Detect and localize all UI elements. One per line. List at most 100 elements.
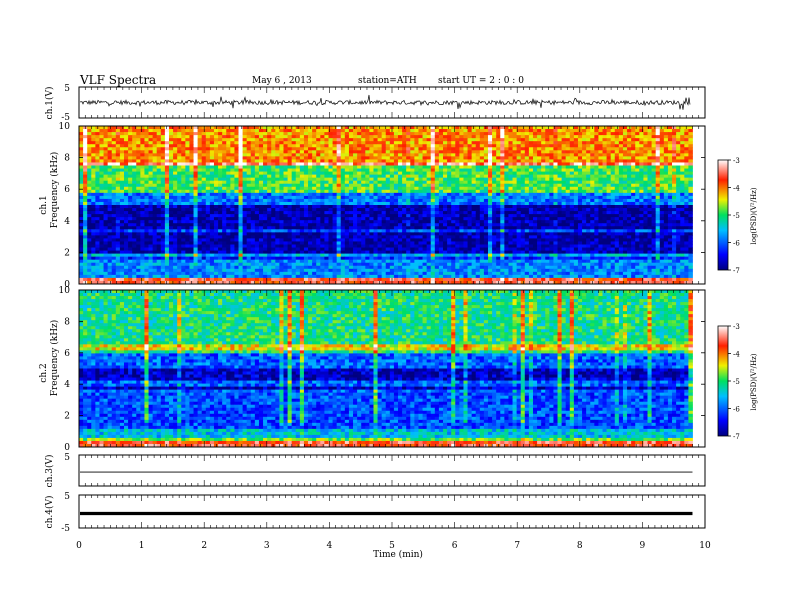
spectrogram-cell bbox=[79, 214, 84, 218]
spectrogram-cell bbox=[516, 205, 522, 209]
spectrogram-cell bbox=[279, 153, 284, 157]
spectrogram-cell bbox=[291, 153, 297, 157]
spectrogram-cell bbox=[283, 189, 288, 194]
spectrogram-cell bbox=[254, 205, 260, 209]
spectrogram-cell bbox=[614, 195, 620, 200]
spectrogram-cell bbox=[91, 192, 96, 197]
spectrogram-cell bbox=[451, 205, 456, 209]
spectrogram-cell bbox=[406, 180, 411, 185]
spectrogram-cell bbox=[336, 165, 342, 169]
spectrogram-cell bbox=[234, 174, 239, 179]
spectrogram-cell bbox=[455, 150, 460, 154]
spectrogram-cell bbox=[254, 192, 260, 197]
spectrogram-cell bbox=[87, 214, 92, 218]
spectrogram-cell bbox=[406, 205, 411, 209]
spectrogram-cell bbox=[132, 189, 137, 194]
spectrogram-cell bbox=[520, 205, 526, 209]
spectrogram-cell bbox=[475, 168, 481, 172]
spectrogram-cell bbox=[83, 129, 88, 133]
spectrogram-cell bbox=[459, 189, 464, 194]
spectrogram-cell bbox=[512, 156, 518, 160]
spectrogram-cell bbox=[234, 156, 239, 160]
spectrogram-cell bbox=[328, 195, 333, 200]
spectrogram-cell bbox=[99, 195, 104, 200]
spectrogram-cell bbox=[622, 159, 628, 163]
spectrogram-cell bbox=[475, 183, 481, 188]
spectrogram-cell bbox=[226, 159, 231, 163]
spectrogram-cell bbox=[357, 159, 362, 163]
spectrogram-cell bbox=[627, 208, 632, 212]
spectrogram-cell bbox=[213, 189, 219, 194]
spectrogram-cell bbox=[532, 189, 538, 194]
spectrogram-cell bbox=[361, 201, 366, 206]
spectrogram-cell bbox=[676, 165, 681, 169]
spectrogram-cell bbox=[324, 223, 329, 227]
spectrogram-cell bbox=[95, 135, 100, 139]
spectrogram-cell bbox=[373, 141, 378, 145]
spectrogram-cell bbox=[512, 171, 518, 176]
spectrogram-cell bbox=[365, 177, 370, 182]
spectrogram-cell bbox=[242, 214, 248, 218]
spectrogram-cell bbox=[283, 138, 288, 142]
spectrogram-cell bbox=[357, 138, 362, 142]
spectrogram-cell bbox=[610, 198, 616, 203]
spectrogram-cell bbox=[688, 135, 693, 139]
spectrogram-cell bbox=[672, 171, 677, 176]
spectrogram-cell bbox=[263, 180, 268, 185]
spectrogram-cell bbox=[594, 223, 599, 227]
spectrogram-cell bbox=[132, 223, 137, 227]
spectrogram-cell bbox=[83, 159, 88, 163]
spectrogram-cell bbox=[627, 189, 632, 194]
spectrogram-cell bbox=[537, 162, 542, 166]
spectrogram-cell bbox=[353, 162, 358, 166]
spectrogram-cell bbox=[140, 177, 145, 182]
spectrogram-cell bbox=[569, 141, 575, 145]
spectrogram-cell bbox=[213, 217, 219, 221]
spectrogram-cell bbox=[152, 162, 158, 166]
spectrogram-cell bbox=[164, 189, 170, 194]
spectrogram-cell bbox=[316, 201, 321, 206]
spectrogram-cell bbox=[152, 177, 158, 182]
spectrogram-cell bbox=[512, 150, 518, 154]
spectrogram-cell bbox=[205, 156, 211, 160]
spectrogram-cell bbox=[369, 162, 374, 166]
spectrogram-cell bbox=[639, 138, 644, 142]
spectrogram-cell bbox=[602, 165, 607, 169]
spectrogram-cell bbox=[528, 177, 534, 182]
spectrogram-cell bbox=[287, 180, 293, 185]
spectrogram-cell bbox=[684, 150, 689, 154]
spectrogram-cell bbox=[152, 205, 158, 209]
spectrogram-cell bbox=[238, 171, 243, 176]
spectrogram-cell bbox=[688, 126, 693, 130]
spectrogram-cell bbox=[115, 177, 121, 182]
spectrogram-cell bbox=[398, 147, 403, 151]
spectrogram-cell bbox=[610, 189, 616, 194]
spectrogram-cell bbox=[91, 211, 96, 215]
spectrogram-cell bbox=[667, 153, 673, 157]
spectrogram-cell bbox=[156, 217, 162, 221]
spectrogram-cell bbox=[308, 183, 313, 188]
spectrogram-cell bbox=[197, 223, 203, 227]
spectrogram-cell bbox=[577, 177, 583, 182]
spectrogram-cell bbox=[610, 129, 616, 133]
spectrogram-cell bbox=[565, 223, 571, 227]
spectrogram-cell bbox=[647, 153, 652, 157]
spectrogram-cell bbox=[582, 150, 587, 154]
spectrogram-cell bbox=[111, 135, 117, 139]
spectrogram-cell bbox=[168, 208, 174, 212]
spectrogram-cell bbox=[222, 214, 227, 218]
spectrogram-cell bbox=[95, 129, 100, 133]
spectrogram-cell bbox=[398, 150, 403, 154]
spectrogram-cell bbox=[684, 217, 689, 221]
spectrogram-cell bbox=[344, 150, 350, 154]
spectrogram-cell bbox=[684, 223, 689, 227]
spectrogram-cell bbox=[627, 126, 632, 130]
spectrogram-cell bbox=[263, 220, 268, 224]
spectrogram-cell bbox=[438, 147, 444, 151]
spectrogram-cell bbox=[83, 177, 88, 182]
spectrogram-cell bbox=[299, 195, 305, 200]
spectrogram-cell bbox=[532, 171, 538, 176]
spectrogram-cell bbox=[348, 174, 354, 179]
spectrogram-cell bbox=[267, 162, 272, 166]
spectrogram-cell bbox=[177, 132, 182, 136]
